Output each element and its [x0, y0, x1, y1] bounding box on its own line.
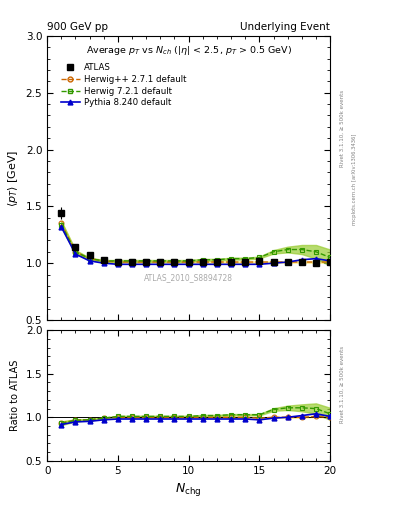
Y-axis label: $\langle p_T \rangle$ [GeV]: $\langle p_T \rangle$ [GeV]	[6, 150, 20, 206]
Text: mcplots.cern.ch [arXiv:1306.3436]: mcplots.cern.ch [arXiv:1306.3436]	[352, 134, 357, 225]
Text: Average $p_T$ vs $N_{ch}$ ($|\eta|$ < 2.5, $p_T$ > 0.5 GeV): Average $p_T$ vs $N_{ch}$ ($|\eta|$ < 2.…	[86, 45, 292, 57]
Text: Rivet 3.1.10, ≥ 500k events: Rivet 3.1.10, ≥ 500k events	[340, 90, 345, 166]
Y-axis label: Ratio to ATLAS: Ratio to ATLAS	[10, 360, 20, 431]
Text: Underlying Event: Underlying Event	[240, 22, 330, 32]
Legend: ATLAS, Herwig++ 2.7.1 default, Herwig 7.2.1 default, Pythia 8.240 default: ATLAS, Herwig++ 2.7.1 default, Herwig 7.…	[57, 60, 190, 111]
Text: ATLAS_2010_S8894728: ATLAS_2010_S8894728	[144, 273, 233, 282]
Text: Rivet 3.1.10, ≥ 500k events: Rivet 3.1.10, ≥ 500k events	[340, 346, 345, 422]
X-axis label: $N_{\rm chg}$: $N_{\rm chg}$	[175, 481, 202, 498]
Text: 900 GeV pp: 900 GeV pp	[47, 22, 108, 32]
